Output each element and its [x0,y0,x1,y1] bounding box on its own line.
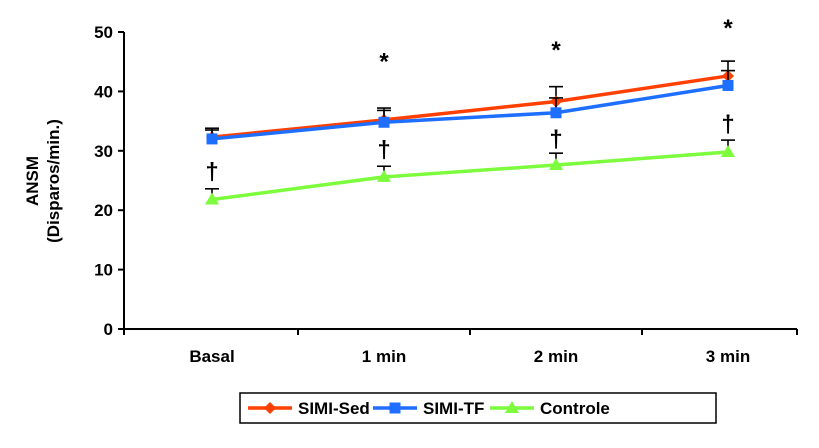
y-tick-label: 50 [94,23,113,42]
series-line [211,150,729,202]
y-tick-label: 30 [94,142,113,161]
x-tick-label: Basal [189,347,234,366]
series-simi-tf [205,69,735,145]
x-tick-label: 3 min [706,347,750,366]
data-point [722,79,734,91]
legend: SIMI-Sed SIMI-TF Controle [239,392,717,424]
significance-dagger: † [721,111,734,138]
series-line [211,74,729,139]
significance-dagger: † [377,137,390,164]
legend-label: SIMI-Sed [298,399,370,418]
legend-marker [389,402,401,414]
y-tick-label: 0 [104,320,113,339]
y-tick-label: 10 [94,261,113,280]
tick-labels: 0 10 20 30 40 50 Basal 1 min 2 min 3 min [94,23,750,366]
y-axis-title: ANSM (Disparos/min.) [23,119,63,243]
significance-dagger: † [205,159,218,186]
series-line [211,83,729,141]
x-tick-label: 1 min [362,347,406,366]
legend-marker [505,401,519,413]
legend-label: Controle [540,399,610,418]
annotations: * * * † † † † [205,15,734,186]
significance-asterisk: * [379,49,389,76]
significance-asterisk: * [723,15,733,42]
y-tick-label: 20 [94,201,113,220]
data-point [549,158,563,171]
significance-dagger: † [549,126,562,153]
legend-box [239,392,717,424]
data-point [206,133,218,145]
x-tick-label: 2 min [534,347,578,366]
data-point [378,116,390,128]
y-axis-title-line1: ANSM [23,156,42,206]
data-point [377,169,391,182]
series-controle [205,139,735,205]
significance-asterisk: * [551,37,561,64]
y-tick-label: 40 [94,82,113,101]
legend-marker [264,402,276,414]
series-layer [205,60,735,205]
y-axis-title-line2: (Disparos/min.) [44,119,63,243]
data-point [550,107,562,119]
axes [118,31,798,335]
data-point [205,192,219,205]
legend-label: SIMI-TF [423,399,484,418]
data-point [721,144,735,157]
